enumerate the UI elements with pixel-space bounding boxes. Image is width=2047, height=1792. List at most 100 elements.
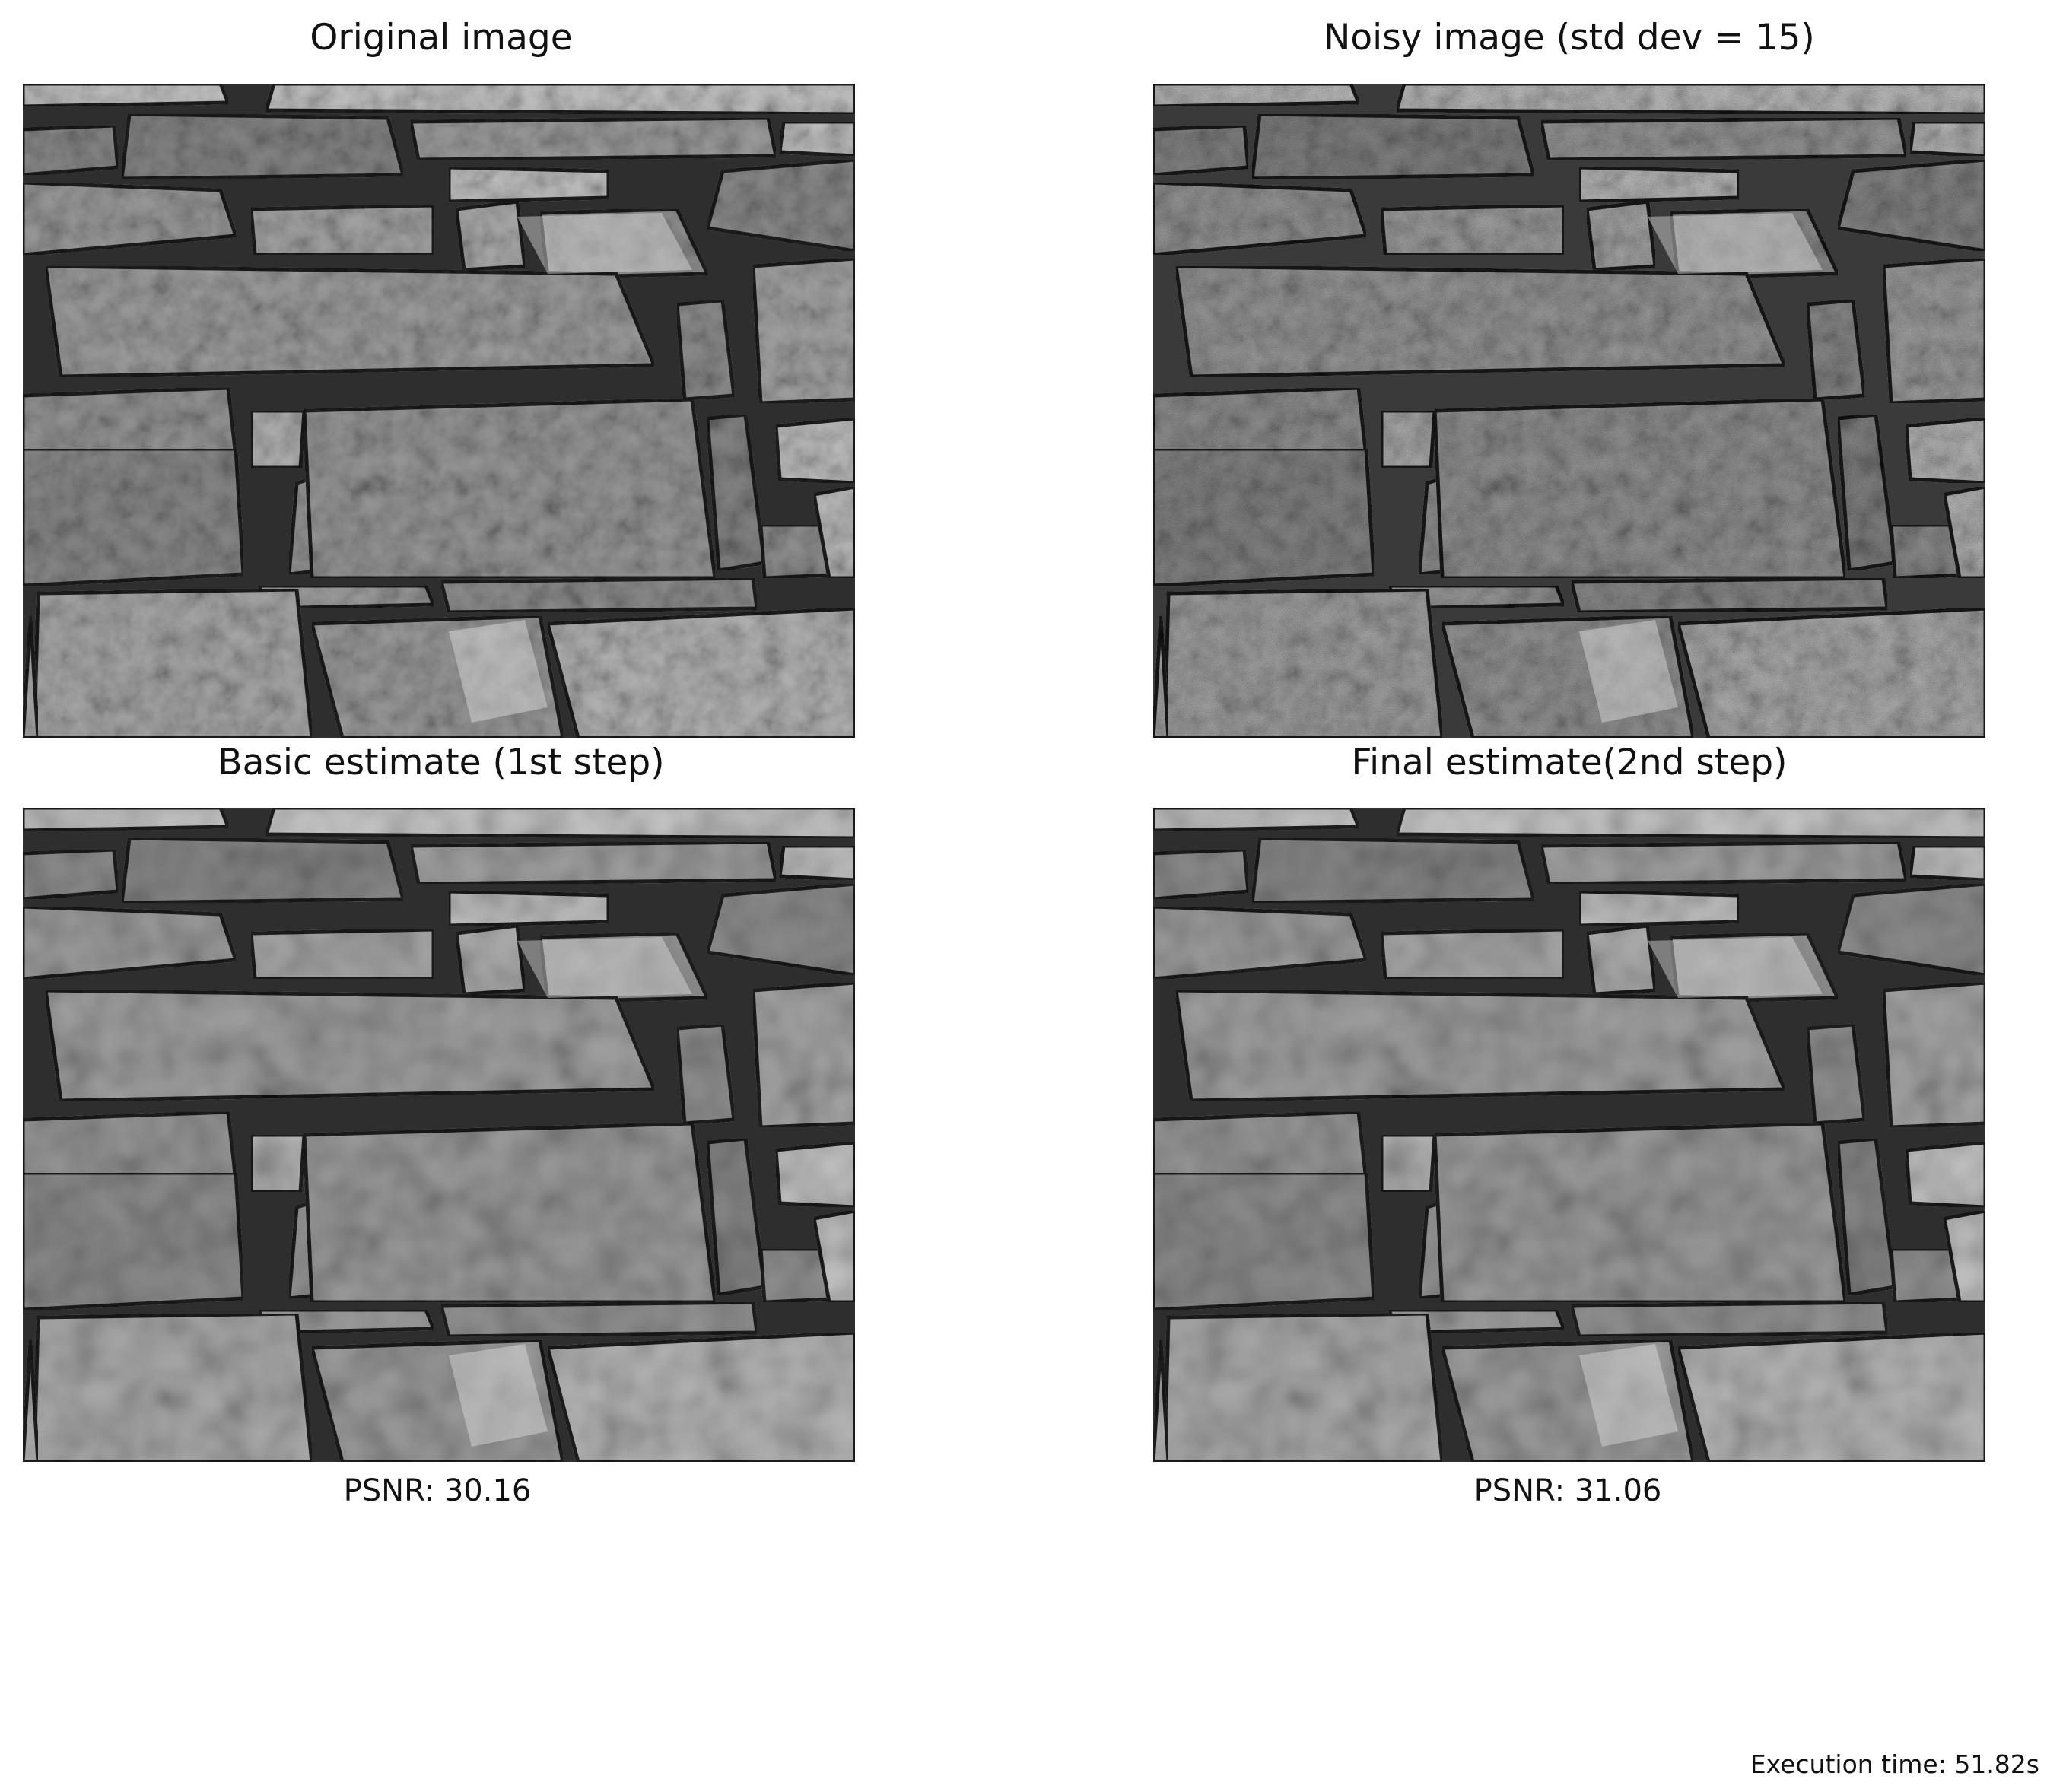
stone	[23, 180, 239, 257]
stone	[1153, 808, 1362, 833]
stone	[32, 1311, 314, 1462]
stone	[302, 1121, 717, 1304]
stone	[1805, 298, 1867, 402]
stone	[1908, 119, 1985, 158]
stone	[1174, 264, 1788, 379]
noisy-stone-wall-picture	[1153, 84, 1985, 738]
stone	[23, 904, 239, 981]
stone	[1153, 1339, 1171, 1462]
stone	[538, 931, 710, 1004]
stone	[249, 203, 436, 257]
stone-highlight	[1579, 1344, 1678, 1447]
panel-title-basic-estimate: Basic estimate (1st step)	[218, 742, 665, 783]
stone	[1585, 923, 1658, 996]
stone	[23, 615, 40, 738]
stone	[1942, 1209, 1985, 1304]
stone	[438, 576, 759, 615]
stone	[1569, 1300, 1890, 1339]
stone	[23, 123, 120, 177]
stone	[1668, 207, 1841, 280]
stone	[1250, 112, 1537, 181]
stone	[751, 980, 855, 1130]
stone	[32, 587, 314, 738]
stone	[23, 1339, 40, 1462]
stone-highlight	[1648, 213, 1823, 274]
stone	[1538, 840, 1909, 886]
stone-highlight	[517, 213, 692, 274]
stone	[438, 1300, 759, 1339]
stone	[545, 1330, 855, 1462]
final-estimate-image	[1153, 808, 1985, 1462]
stone	[43, 264, 657, 379]
stone	[751, 256, 855, 405]
stone	[704, 157, 855, 253]
stone	[1379, 927, 1566, 981]
panel-title-noisy: Noisy image (std dev = 15)	[1324, 17, 1815, 59]
stone	[1675, 606, 1985, 738]
stone	[263, 84, 855, 116]
stone	[447, 889, 611, 928]
stone	[1394, 84, 1985, 116]
stone	[23, 808, 231, 833]
stone	[249, 927, 436, 981]
stone	[1668, 931, 1841, 1004]
stone	[1153, 446, 1376, 588]
stone	[23, 1171, 246, 1312]
stone	[447, 165, 611, 204]
stone	[774, 1140, 855, 1209]
stone	[1394, 808, 1985, 840]
stone	[249, 1133, 307, 1194]
stone	[119, 112, 406, 181]
original-stone-wall-picture	[23, 84, 855, 738]
stone	[1250, 836, 1537, 905]
stone	[23, 446, 246, 588]
stone	[302, 397, 717, 580]
panel-title-original: Original image	[310, 17, 573, 59]
stone	[1153, 847, 1251, 901]
stone	[1379, 203, 1566, 257]
stone	[1835, 157, 1985, 253]
stone	[1942, 485, 1985, 580]
stone	[675, 298, 736, 402]
stone	[1379, 1133, 1437, 1194]
stone	[309, 614, 565, 738]
basic-estimate-image	[23, 808, 855, 1462]
stone	[1153, 84, 1362, 109]
stone-highlight	[449, 1344, 548, 1447]
stone	[1577, 165, 1741, 204]
stone	[1675, 1330, 1985, 1462]
stone	[1835, 882, 1985, 977]
psnr-final-estimate: PSNR: 31.06	[1473, 1473, 1662, 1508]
stone	[1904, 1140, 1985, 1209]
stone	[1153, 904, 1369, 981]
stone	[1585, 199, 1658, 272]
stone	[1153, 123, 1251, 177]
execution-time: Execution time: 51.82s	[1750, 1749, 2039, 1779]
stone	[1174, 988, 1788, 1103]
stone	[408, 116, 779, 162]
stone-highlight	[1579, 620, 1678, 723]
original-image	[23, 84, 855, 738]
panel-title-final-estimate: Final estimate(2nd step)	[1351, 742, 1788, 783]
stone	[675, 1022, 736, 1126]
stone	[774, 416, 855, 485]
stone	[538, 207, 710, 280]
stone	[309, 1338, 565, 1462]
stone	[812, 485, 855, 580]
stone	[1432, 1121, 1848, 1304]
final-stone-wall-picture	[1153, 808, 1985, 1462]
stone	[454, 923, 527, 996]
stone	[812, 1209, 855, 1304]
stone	[545, 606, 855, 738]
stone	[408, 840, 779, 886]
stone	[1379, 408, 1437, 470]
stone-highlight	[449, 620, 548, 723]
noisy-image	[1153, 84, 1985, 738]
stone	[1153, 615, 1171, 738]
basic-stone-wall-picture	[23, 808, 855, 1462]
stone	[777, 119, 855, 158]
stone	[1439, 1338, 1696, 1462]
stone	[1153, 180, 1369, 257]
stone	[263, 808, 855, 840]
stone	[23, 84, 231, 109]
